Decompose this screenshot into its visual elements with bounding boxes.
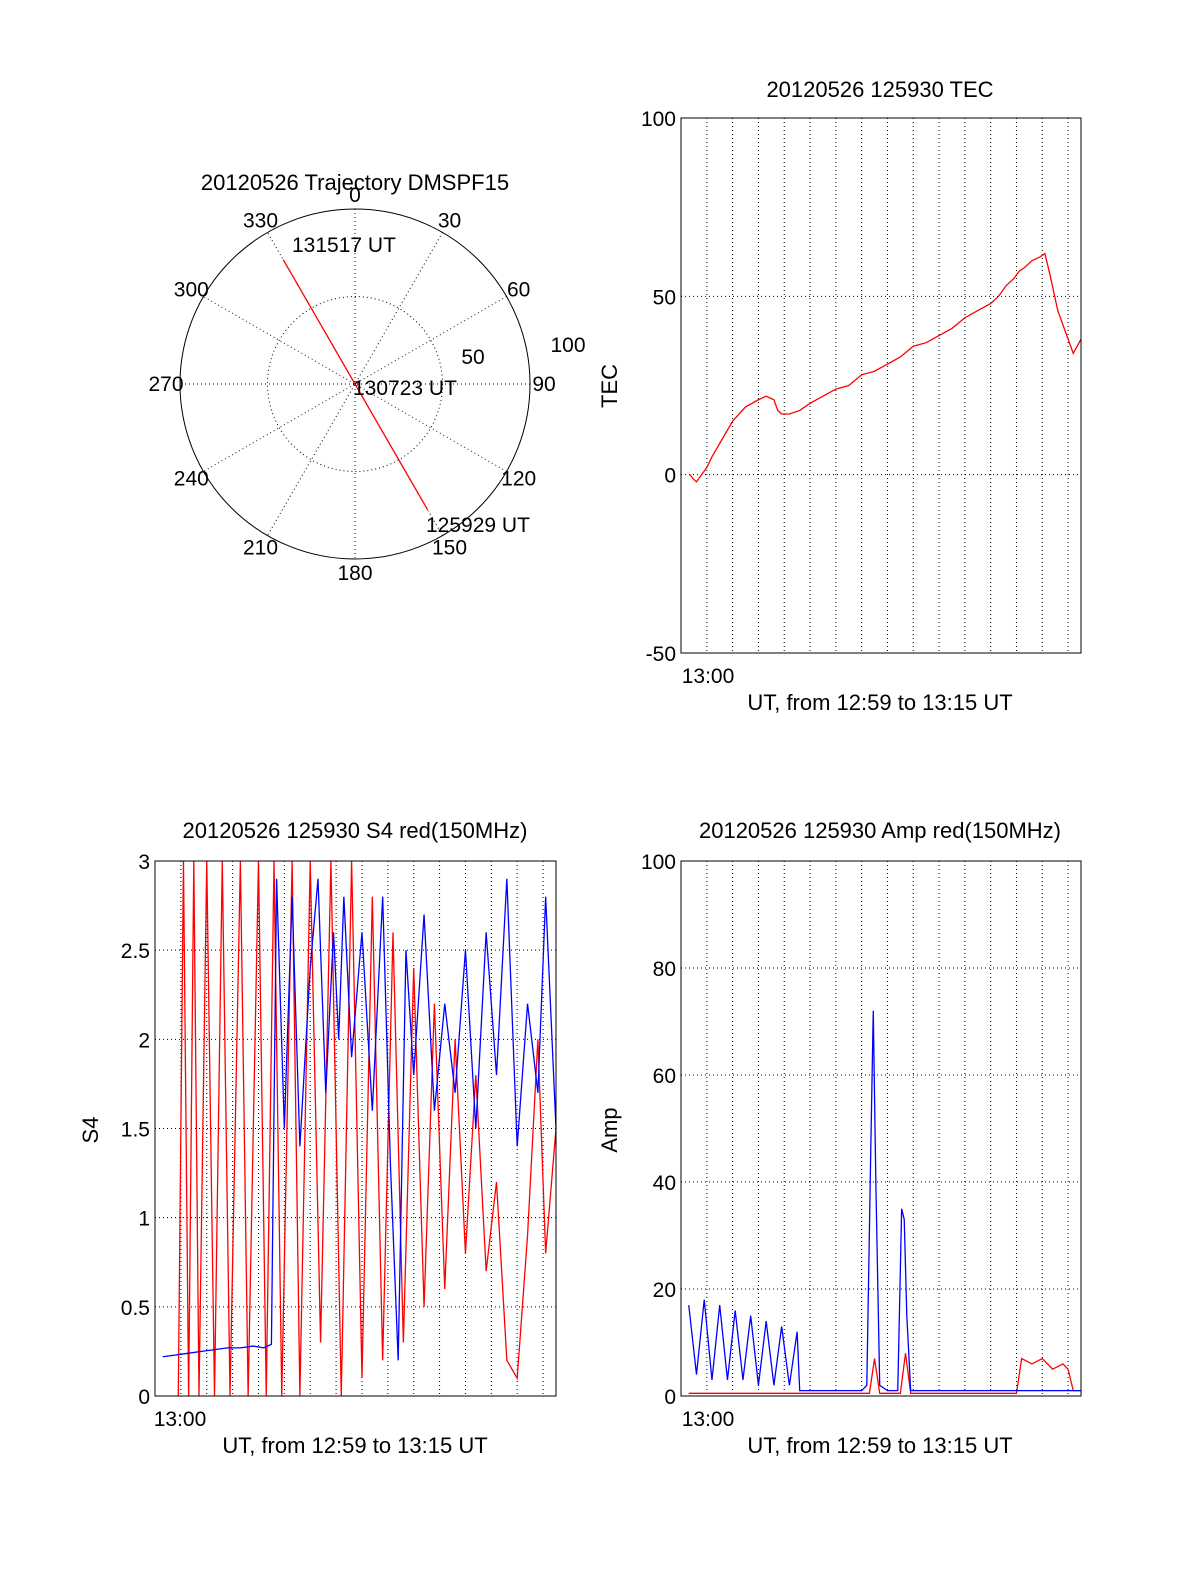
- tec-y-tick-label: 100: [641, 108, 676, 131]
- tec-y-tick-label: 50: [653, 286, 676, 309]
- s4-series-red: [177, 860, 557, 1397]
- s4-y-ticks: 0 0.5 1 1.5 2 2.5 3: [121, 851, 150, 1409]
- s4-x-label: UT, from 12:59 to 13:15 UT: [222, 1433, 487, 1458]
- amp-series: [688, 1010, 1081, 1394]
- amp-y-tick-label: 100: [641, 851, 676, 874]
- tec-x-label: UT, from 12:59 to 13:15 UT: [747, 690, 1012, 715]
- polar-angle-label: 180: [337, 562, 372, 585]
- polar-radial-label-100: 100: [550, 334, 585, 357]
- trajectory-line: [282, 259, 429, 511]
- tec-series: [689, 252, 1082, 483]
- amp-y-tick-label: 40: [653, 1172, 676, 1195]
- polar-angle-labels: 0 30 60 90 120 150 180 210 240 270 300 330: [148, 184, 555, 585]
- polar-angle-label: 90: [532, 373, 555, 396]
- polar-angle-label: 150: [432, 537, 467, 560]
- amp-y-tick-label: 20: [653, 1279, 676, 1302]
- polar-angle-label: 30: [438, 209, 461, 232]
- trajectory-annotation-mid: 130723 UT: [353, 377, 457, 400]
- polar-angle-label: 60: [507, 279, 530, 302]
- amp-grid: [681, 861, 1081, 1396]
- polar-angle-label: 300: [174, 279, 209, 302]
- s4-panel: 20120526 125930 S4 red(150MHz) 0 0.5 1 1.5 2…: [78, 818, 557, 1458]
- polar-grid-circle-50: [267, 296, 443, 472]
- tec-y-label: TEC: [597, 364, 622, 408]
- polar-series: [282, 259, 429, 511]
- polar-angle-label: 270: [148, 373, 183, 396]
- trajectory-annotation-end: 131517 UT: [292, 234, 396, 257]
- amp-series-red: [688, 1353, 1081, 1394]
- s4-y-tick-label: 1.5: [121, 1119, 150, 1142]
- amp-x-tick-label: 13:00: [682, 1408, 735, 1431]
- tec-y-ticks: -50 0 50 100: [641, 108, 676, 666]
- trajectory-annotation-start: 125929 UT: [426, 514, 530, 537]
- s4-y-label: S4: [78, 1117, 103, 1144]
- trajectory-title: 20120526 Trajectory DMSPF15: [201, 170, 509, 195]
- polar-angle-label: 330: [243, 209, 278, 232]
- polar-angle-label: 120: [501, 468, 536, 491]
- s4-y-tick-label: 0.5: [121, 1297, 150, 1320]
- s4-plot-frame: [154, 860, 557, 1397]
- polar-angle-label: 210: [243, 537, 278, 560]
- s4-series-blue: [162, 878, 557, 1361]
- amp-series-blue: [688, 1010, 1081, 1392]
- tec-panel: 20120526 125930 TEC -50 0 50 100 13:00 UT, …: [597, 77, 1082, 715]
- s4-x-tick-label: 13:00: [154, 1408, 207, 1431]
- s4-y-tick-label: 2.5: [121, 940, 150, 963]
- amp-plot-frame: [680, 860, 1082, 1397]
- tec-plot-frame: [680, 117, 1082, 654]
- tec-series-red: [689, 252, 1082, 483]
- tec-y-tick-label: -50: [646, 643, 676, 666]
- amp-panel: 20120526 125930 Amp red(150MHz) 0 20 40 60 8…: [597, 818, 1082, 1458]
- polar-radial-label-50: 50: [461, 346, 484, 369]
- s4-y-tick-label: 2: [138, 1029, 150, 1052]
- s4-series: [162, 860, 557, 1397]
- tec-y-tick-label: 0: [664, 465, 676, 488]
- amp-title: 20120526 125930 Amp red(150MHz): [699, 818, 1061, 843]
- amp-y-tick-label: 80: [653, 958, 676, 981]
- amp-y-tick-label: 0: [664, 1386, 676, 1409]
- s4-title: 20120526 125930 S4 red(150MHz): [183, 818, 528, 843]
- trajectory-panel: 20120526 Trajectory DMSPF15 0 30 60 90 120 15…: [148, 170, 585, 585]
- s4-y-tick-label: 3: [138, 851, 150, 874]
- polar-outer-circle: [179, 208, 531, 560]
- tec-grid: [681, 118, 1081, 653]
- amp-x-label: UT, from 12:59 to 13:15 UT: [747, 1433, 1012, 1458]
- polar-angle-label: 0: [349, 184, 361, 207]
- s4-y-tick-label: 1: [138, 1208, 150, 1231]
- polar-grid: [180, 209, 530, 559]
- polar-angle-label: 240: [174, 468, 209, 491]
- tec-x-tick-label: 13:00: [682, 665, 735, 688]
- amp-y-label: Amp: [597, 1107, 622, 1152]
- amp-y-tick-label: 60: [653, 1065, 676, 1088]
- tec-title: 20120526 125930 TEC: [766, 77, 993, 102]
- amp-y-ticks: 0 20 40 60 80 100: [641, 851, 676, 1409]
- s4-y-tick-label: 0: [138, 1386, 150, 1409]
